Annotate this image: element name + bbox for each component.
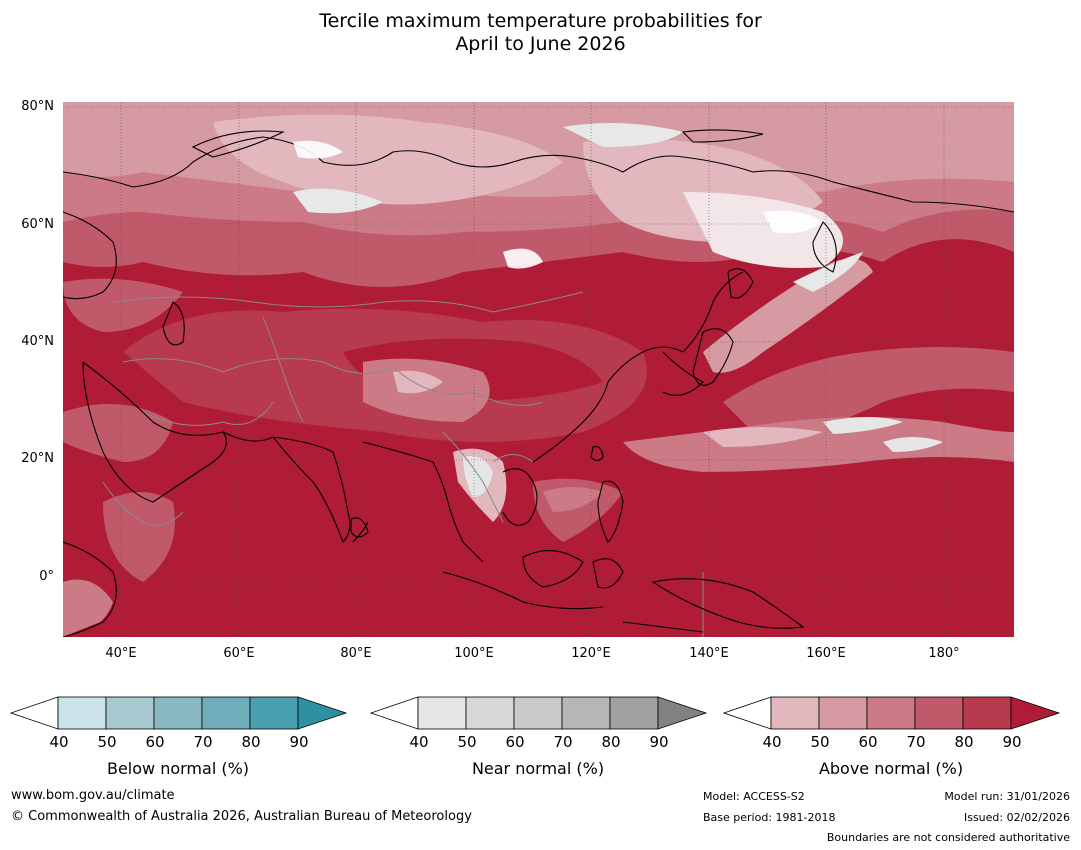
issued-text: Issued: 02/02/2026 bbox=[963, 811, 1070, 824]
below-colorbar-segment-70 bbox=[201, 696, 251, 730]
near-tick-40: 40 bbox=[409, 733, 429, 751]
lat-label-60n: 60°N bbox=[21, 217, 54, 232]
probability-map bbox=[63, 102, 1014, 637]
colorbar-near-normal bbox=[370, 696, 708, 730]
above-colorbar-segment-60 bbox=[866, 696, 916, 730]
near-tick-80: 80 bbox=[601, 733, 621, 751]
below-colorbar-segment-40 bbox=[57, 696, 107, 730]
graticule bbox=[63, 102, 1014, 637]
above-tick-80: 80 bbox=[954, 733, 974, 751]
near-colorbar-right-extend bbox=[657, 696, 708, 730]
map-fill bbox=[63, 102, 1014, 637]
below-tick-60: 60 bbox=[145, 733, 165, 751]
near-colorbar-segment-80 bbox=[609, 696, 659, 730]
colorbar-below-normal bbox=[10, 696, 348, 730]
above-colorbar-segment-70 bbox=[914, 696, 964, 730]
below-tick-50: 50 bbox=[97, 733, 117, 751]
above-colorbar-segment-50 bbox=[818, 696, 868, 730]
near-normal-label: Near normal (%) bbox=[471, 759, 605, 778]
above-colorbar-segment-80 bbox=[962, 696, 1012, 730]
above-colorbar-left-extend bbox=[723, 696, 772, 730]
lat-label-40n: 40°N bbox=[21, 334, 54, 349]
title-line-1: Tercile maximum temperature probabilitie… bbox=[319, 10, 762, 32]
above-normal-label: Above normal (%) bbox=[818, 759, 964, 778]
near-tick-70: 70 bbox=[553, 733, 573, 751]
above-colorbar-right-extend bbox=[1010, 696, 1061, 730]
model-text: Model: ACCESS-S2 bbox=[703, 790, 805, 803]
above-tick-40: 40 bbox=[762, 733, 782, 751]
lon-label-160e: 160°E bbox=[806, 646, 846, 661]
copyright-text: © Commonwealth of Australia 2026, Austra… bbox=[11, 809, 472, 824]
near-colorbar-segment-40 bbox=[417, 696, 467, 730]
below-colorbar-segment-80 bbox=[249, 696, 299, 730]
lat-label-80n: 80°N bbox=[21, 99, 54, 114]
above-tick-70: 70 bbox=[906, 733, 926, 751]
colorbar-above-normal bbox=[723, 696, 1061, 730]
below-colorbar-segment-60 bbox=[153, 696, 203, 730]
lon-label-120e: 120°E bbox=[571, 646, 611, 661]
above-tick-60: 60 bbox=[858, 733, 878, 751]
near-tick-50: 50 bbox=[457, 733, 477, 751]
model-run-text: Model run: 31/01/2026 bbox=[944, 790, 1070, 803]
below-colorbar-segment-50 bbox=[105, 696, 155, 730]
lon-label-40e: 40°E bbox=[105, 646, 137, 661]
above-tick-90: 90 bbox=[1002, 733, 1022, 751]
below-tick-70: 70 bbox=[193, 733, 213, 751]
near-colorbar-segment-60 bbox=[513, 696, 563, 730]
map-title: Tercile maximum temperature probabilitie… bbox=[0, 10, 1081, 56]
white-patches bbox=[293, 140, 823, 269]
disclaimer-text: Boundaries are not considered authoritat… bbox=[826, 831, 1070, 844]
near-colorbar-segment-50 bbox=[465, 696, 515, 730]
lat-label-0: 0° bbox=[39, 569, 54, 584]
below-colorbar-right-extend bbox=[297, 696, 348, 730]
above-colorbar-segment-40 bbox=[770, 696, 820, 730]
below-tick-90: 90 bbox=[289, 733, 309, 751]
lon-label-80e: 80°E bbox=[340, 646, 372, 661]
website-link[interactable]: www.bom.gov.au/climate bbox=[11, 788, 175, 803]
near-colorbar-left-extend bbox=[370, 696, 419, 730]
title-line-2: April to June 2026 bbox=[455, 33, 626, 55]
lon-label-60e: 60°E bbox=[223, 646, 255, 661]
below-normal-label: Below normal (%) bbox=[106, 759, 250, 778]
coastlines bbox=[63, 129, 1014, 637]
near-colorbar-segment-70 bbox=[561, 696, 611, 730]
above-tick-50: 50 bbox=[810, 733, 830, 751]
lat-label-20n: 20°N bbox=[21, 451, 54, 466]
lon-label-100e: 100°E bbox=[454, 646, 494, 661]
near-tick-90: 90 bbox=[649, 733, 669, 751]
base-period-text: Base period: 1981-2018 bbox=[703, 811, 836, 824]
below-tick-40: 40 bbox=[49, 733, 69, 751]
lon-label-180: 180° bbox=[928, 646, 960, 661]
country-borders bbox=[102, 291, 704, 637]
near-tick-60: 60 bbox=[505, 733, 525, 751]
below-colorbar-left-extend bbox=[10, 696, 59, 730]
lon-label-140e: 140°E bbox=[689, 646, 729, 661]
below-tick-80: 80 bbox=[241, 733, 261, 751]
